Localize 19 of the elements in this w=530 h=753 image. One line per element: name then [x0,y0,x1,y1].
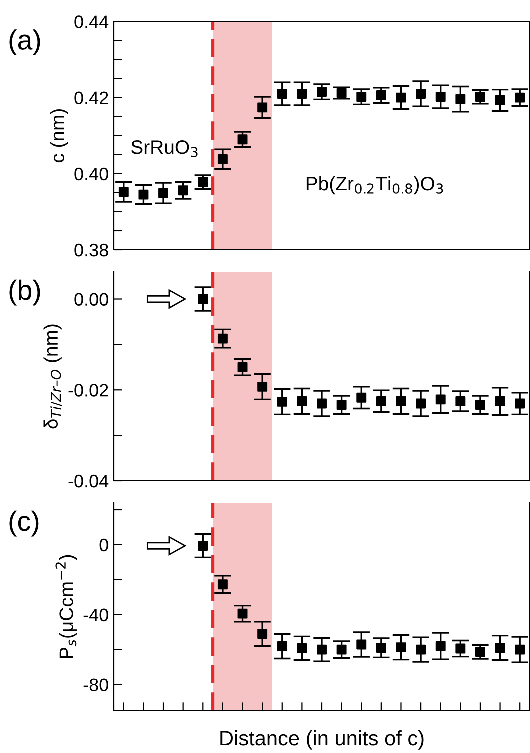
text: (c) [10,510,39,537]
y-tick-label: -0.02 [68,384,108,397]
y-tick-label: 0.00 [74,293,108,306]
text: (b) [10,280,40,306]
y-axis-title: P$_{s}$(μCcm$^{−2}$) [56,555,78,658]
y-tick-label: -0.04 [68,474,109,488]
y-tick-label: 0 [100,538,108,552]
y-tick-label: 0.42 [74,92,108,105]
annotation: SrRuO$_{3}$ [132,140,198,158]
y-tick-label: 0.40 [74,168,108,181]
y-axis-title: δ$_{Ti/Zr–O}$ (nm) [44,324,62,429]
x-axis-title: Distance (in units of c) [220,730,424,750]
y-tick-label: 0.38 [74,244,108,257]
y-tick-label: -40 [84,608,108,622]
y-tick-label: -80 [84,678,108,692]
y-axis-title: c (nm) [50,110,68,163]
text: (a) [10,30,40,56]
y-tick-label: 0.44 [74,16,109,28]
annotation: Pb(Zr$_{0.2}$Ti$_{0.8}$)O$_{3}$ [306,176,444,195]
